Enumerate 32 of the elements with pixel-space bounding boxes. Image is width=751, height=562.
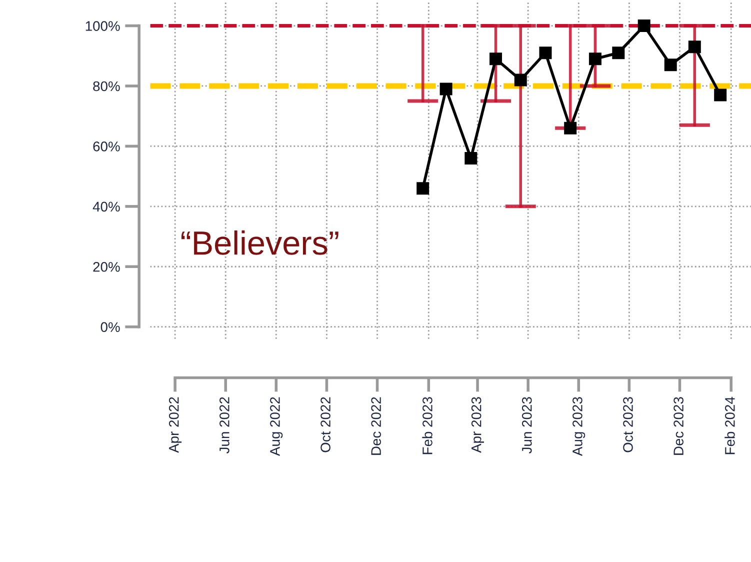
y-tick-label: 40% [92, 202, 120, 212]
point [714, 88, 727, 102]
point [490, 52, 502, 66]
x-tick-label: Oct 2023 [623, 397, 633, 452]
x-tick-label: Feb 2023 [422, 397, 432, 454]
x-tick-label: Oct 2022 [320, 397, 330, 452]
x-tick-label: Apr 2022 [168, 397, 182, 453]
point [688, 40, 701, 54]
x-tick-label: Dec 2022 [371, 397, 381, 455]
y-tick-label: 100% [86, 21, 120, 31]
point [612, 46, 625, 60]
point [588, 52, 602, 66]
x-tick-label: Jun 2022 [220, 397, 230, 454]
y-tick-label: 80% [93, 81, 120, 92]
point [416, 182, 430, 195]
point [638, 20, 650, 32]
y-tick-label: 20% [93, 262, 120, 272]
y-tick-label: 0% [100, 322, 120, 332]
point [564, 122, 577, 134]
point [664, 58, 677, 72]
annotation: “Believers” [181, 230, 338, 255]
point [539, 46, 552, 60]
y-tick-label: 60% [93, 142, 120, 152]
x-tick-label: Aug 2022 [270, 397, 283, 456]
x-tick-label: Jun 2023 [522, 397, 532, 454]
point [514, 74, 527, 86]
x-tick-label: Dec 2023 [674, 397, 684, 455]
point [440, 82, 452, 96]
x-tick-label: Feb 2024 [724, 396, 735, 454]
x-tick-label: Apr 2023 [471, 397, 484, 453]
x-tick-label: Aug 2023 [572, 397, 586, 456]
point [464, 152, 478, 164]
